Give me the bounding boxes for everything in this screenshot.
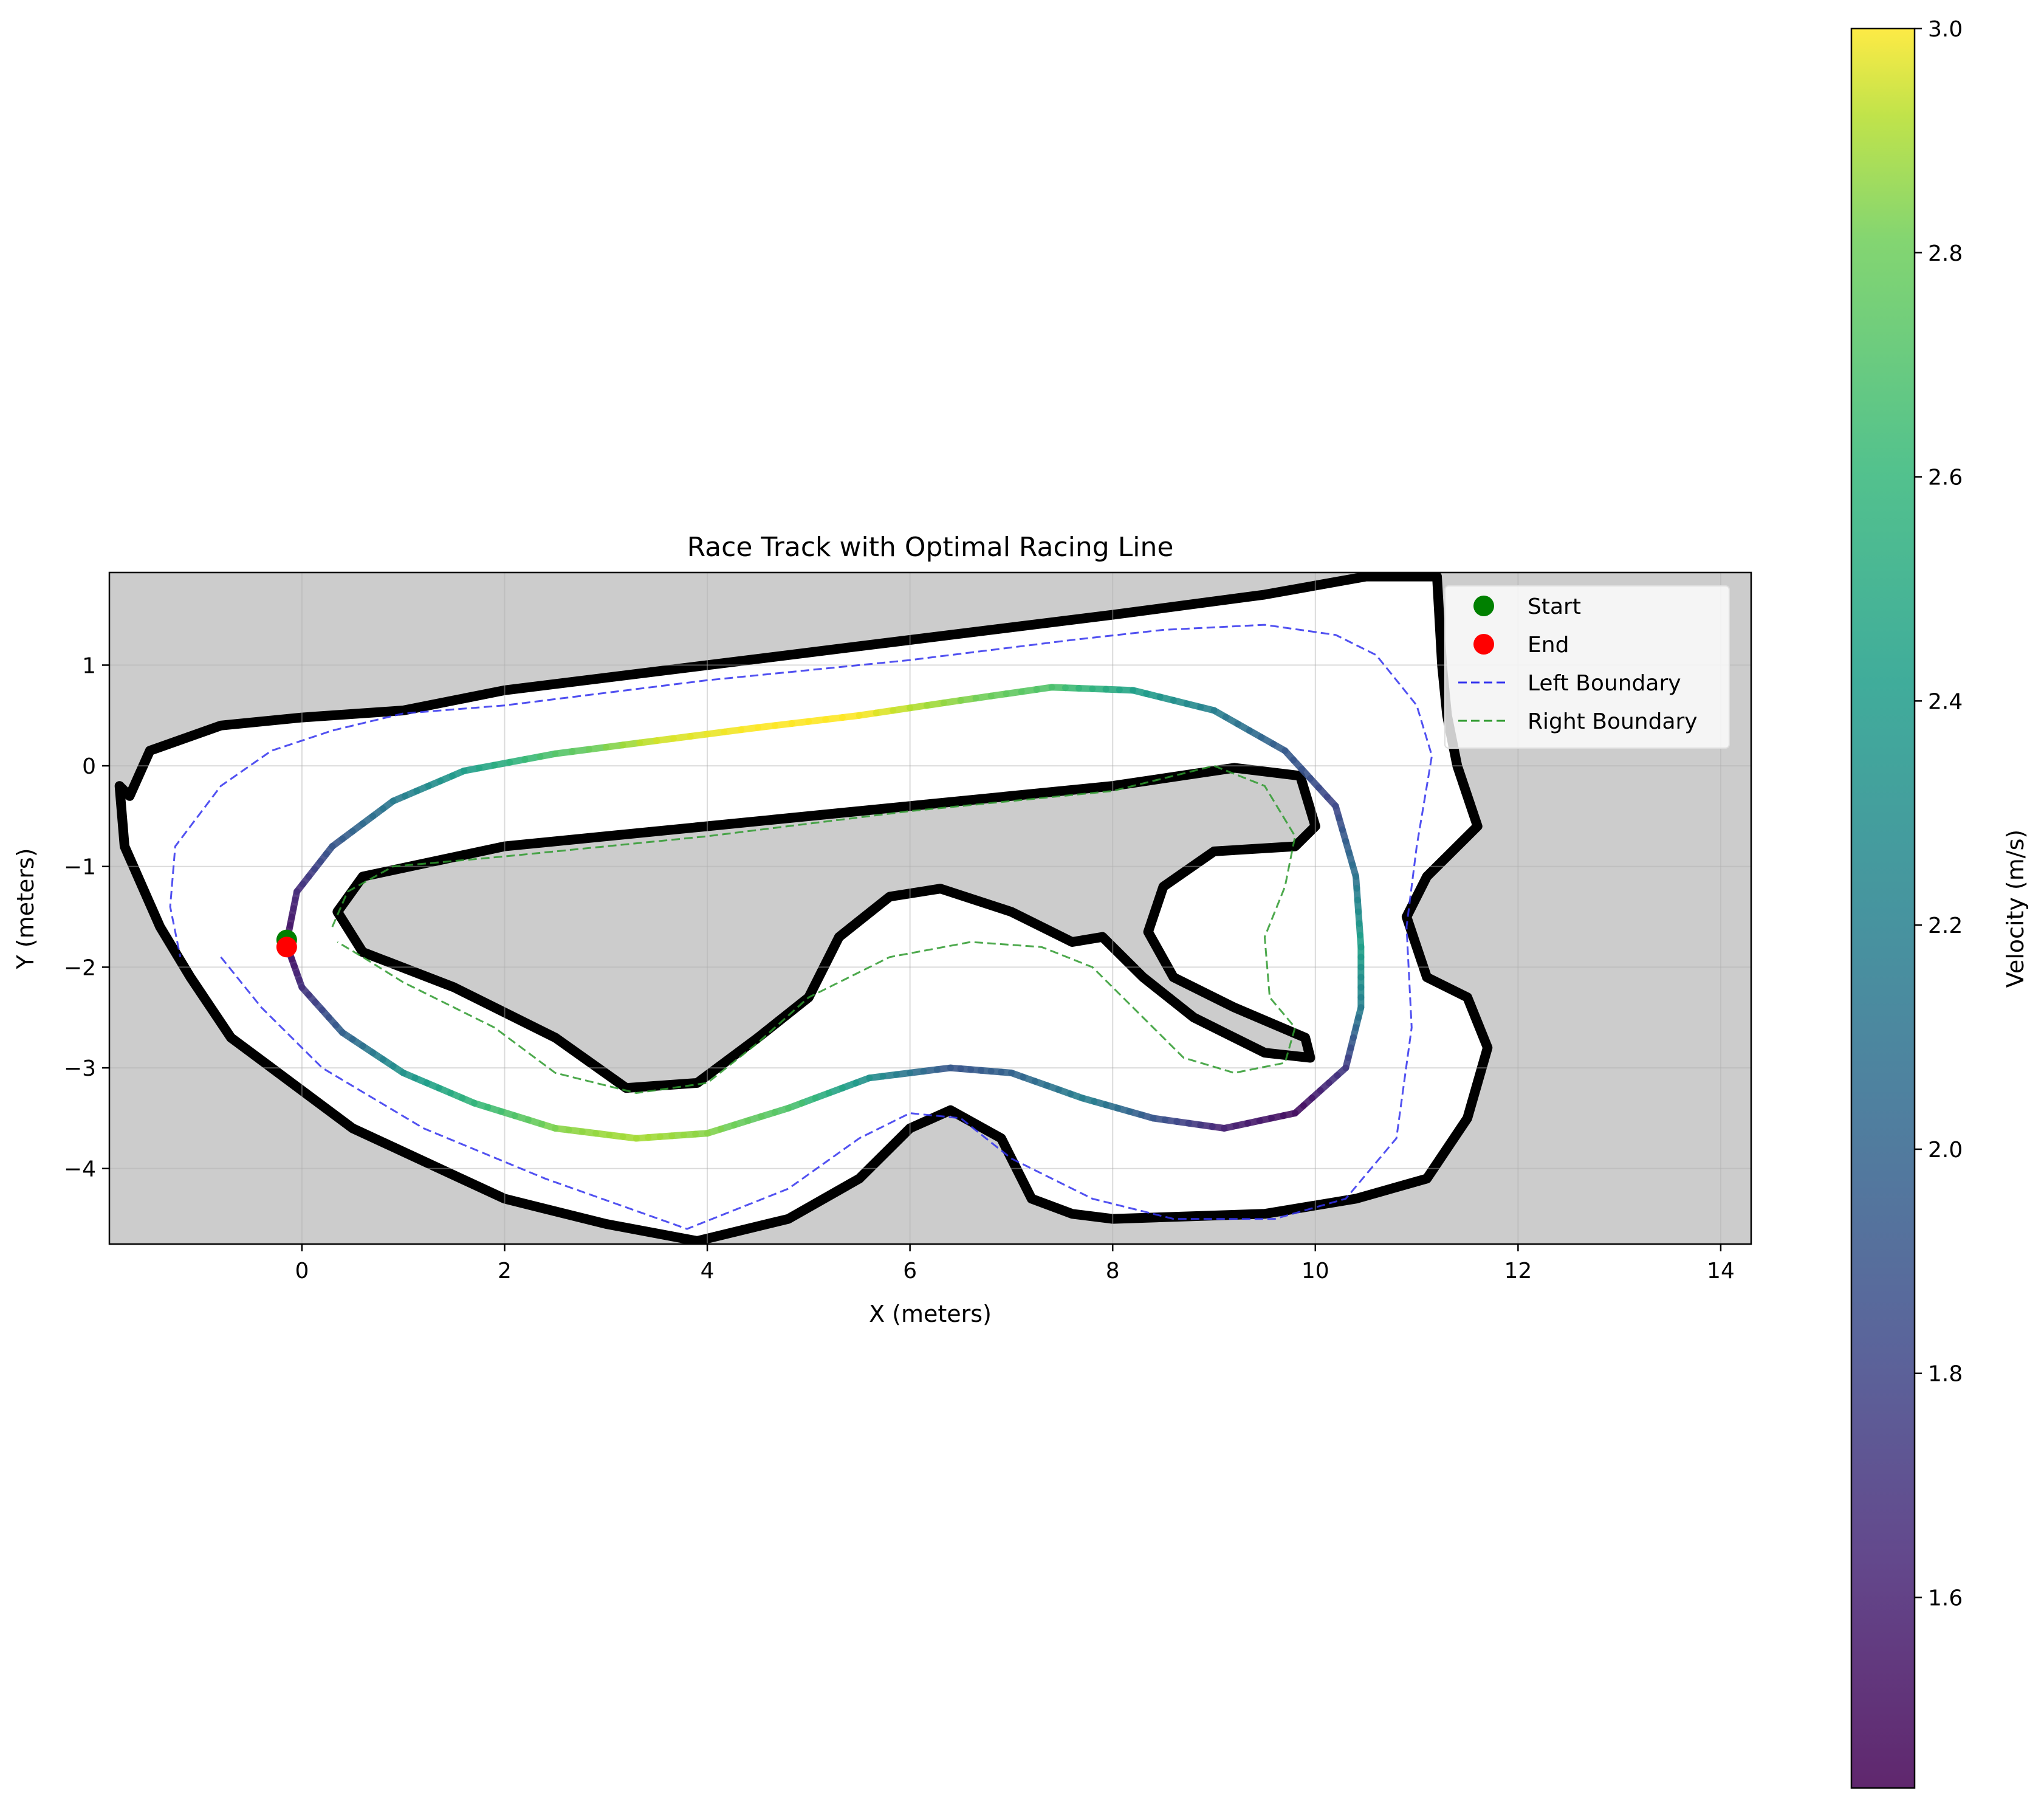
x-tick-label: 2 bbox=[498, 1259, 512, 1284]
legend-box bbox=[1444, 585, 1730, 749]
legend-label: End bbox=[1528, 633, 1569, 658]
colorbar-tick-label: 2.2 bbox=[1928, 913, 1963, 938]
x-tick-label: 12 bbox=[1504, 1259, 1532, 1284]
end-marker bbox=[276, 937, 297, 958]
y-tick-label: −4 bbox=[64, 1157, 96, 1182]
y-tick-label: 0 bbox=[82, 754, 96, 779]
y-tick-label: −2 bbox=[64, 955, 96, 980]
chart-title: Race Track with Optimal Racing Line bbox=[687, 532, 1174, 563]
y-tick-label: −1 bbox=[64, 855, 96, 880]
y-axis-label: Y (meters) bbox=[12, 848, 39, 969]
colorbar-tick-label: 1.6 bbox=[1928, 1586, 1963, 1611]
colorbar-tick-label: 2.8 bbox=[1928, 241, 1963, 266]
legend-label: Start bbox=[1528, 594, 1581, 619]
colorbar-tick-label: 2.6 bbox=[1928, 466, 1963, 490]
x-axis-label: X (meters) bbox=[869, 1301, 992, 1327]
x-tick-label: 8 bbox=[1106, 1259, 1120, 1284]
legend-label: Right Boundary bbox=[1528, 709, 1698, 734]
legend-marker bbox=[1473, 634, 1494, 655]
y-tick-label: −3 bbox=[64, 1056, 96, 1081]
x-tick-label: 6 bbox=[903, 1259, 917, 1284]
colorbar-tick-label: 3.0 bbox=[1928, 17, 1963, 42]
y-tick-label: 1 bbox=[82, 653, 96, 678]
left-boundary-line bbox=[169, 624, 1433, 1230]
plot-frame bbox=[108, 571, 1752, 1245]
legend-marker bbox=[1473, 596, 1494, 616]
x-tick-label: 4 bbox=[701, 1259, 715, 1284]
colorbar-tick-label: 1.8 bbox=[1928, 1362, 1963, 1387]
colorbar: 1.6 1.8 2.0 2.2 2.4 2.6 2.8 3.0 Velocity (m/s) bbox=[1850, 17, 2029, 1789]
x-tick-label: 10 bbox=[1302, 1259, 1329, 1284]
x-tick-label: 0 bbox=[295, 1259, 309, 1284]
colorbar-tick-label: 2.4 bbox=[1928, 689, 1963, 714]
colorbar-label: Velocity (m/s) bbox=[2002, 830, 2029, 988]
colorbar-tick-label: 2.0 bbox=[1928, 1138, 1963, 1163]
right-boundary-line bbox=[331, 765, 1297, 1095]
legend: Start End Left Boundary Right Boundary bbox=[1444, 585, 1730, 749]
legend-label: Left Boundary bbox=[1528, 671, 1681, 696]
x-tick-label: 14 bbox=[1707, 1259, 1735, 1284]
colorbar-gradient bbox=[1850, 27, 1916, 1789]
